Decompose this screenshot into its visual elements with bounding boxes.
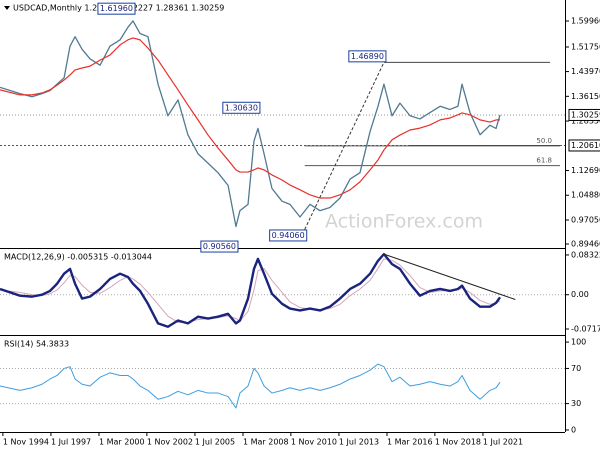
macd-line: [0, 252, 501, 328]
y-tick-label: 1.12690: [571, 166, 600, 175]
trendline: [304, 62, 385, 230]
y-tick-label: -0.071752: [571, 325, 600, 334]
macd-title: MACD(12,26,9) -0.005315 -0.013044: [4, 253, 152, 262]
annotation-box: [222, 101, 261, 114]
annotation: 0.90560: [203, 242, 236, 251]
rsi-title: RSI(14) 54.3833: [4, 340, 69, 349]
y-tick-label: 0.00: [571, 290, 589, 299]
annotation-box: [97, 2, 136, 15]
x-tick-label: 1 Jul 2005: [195, 438, 235, 447]
current-price-label: 1.30259: [571, 110, 600, 119]
y-tick-label: 0.083225: [571, 250, 600, 259]
y-tick-label: 70: [571, 364, 581, 373]
x-tick-label: 1 Mar 2008: [243, 438, 289, 447]
annotation: 0.94060: [272, 231, 305, 240]
x-tick-label: 1 Jul 2021: [483, 438, 523, 447]
annotation-box: [200, 240, 239, 253]
x-tick-label: 1 Nov 2010: [291, 438, 337, 447]
signal-line: [0, 258, 501, 323]
fib-label: 61.8: [536, 157, 552, 165]
support-label-box: [568, 139, 600, 152]
y-tick-label: 100: [571, 338, 586, 347]
current-price-label-box: [568, 108, 600, 121]
x-tick-label: 1 Mar 2000: [99, 438, 145, 447]
x-tick-label: 1 Nov 1994: [3, 438, 49, 447]
fib-label: 50.0: [536, 137, 552, 145]
x-tick-label: 1 Jul 1997: [51, 438, 91, 447]
x-tick-label: 1 Nov 2018: [435, 438, 481, 447]
y-tick-label: 1.36150: [571, 92, 600, 101]
x-tick-label: 1 Nov 2002: [147, 438, 193, 447]
moving-average: [0, 37, 501, 199]
y-tick-label: 1.43970: [571, 67, 600, 76]
annotation-box: [348, 50, 387, 63]
rsi-line: [0, 363, 501, 409]
annotation: 1.61960: [100, 4, 133, 13]
y-tick-label: 1.28330: [571, 117, 600, 126]
y-tick-label: 0: [571, 425, 576, 434]
price-line: [0, 20, 501, 228]
annotation-box: [269, 229, 308, 242]
y-tick-label: 0.89460: [571, 240, 600, 249]
y-tick-label: 1.59960: [571, 17, 600, 26]
y-tick-label: 1.51750: [571, 42, 600, 51]
y-tick-label: 30: [571, 399, 581, 408]
title-marker: [4, 6, 10, 10]
annotation: 1.46890: [351, 52, 384, 61]
x-tick-label: 1 Jul 2013: [339, 438, 379, 447]
macd-trendline: [383, 253, 516, 300]
watermark: ActionForex.com: [325, 211, 483, 233]
x-tick-label: 1 Mar 2016: [387, 438, 433, 447]
annotation: 1.30630: [225, 103, 258, 112]
